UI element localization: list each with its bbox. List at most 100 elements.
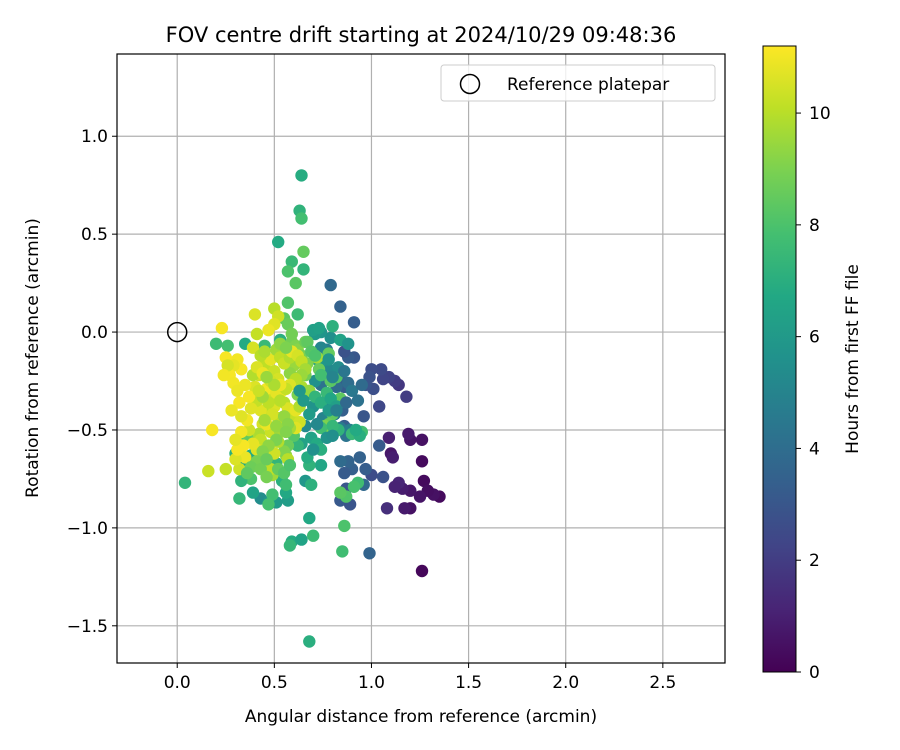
colorbar-gradient bbox=[762, 45, 797, 673]
colorbar-tick-label: 10 bbox=[809, 104, 831, 124]
data-point bbox=[268, 378, 281, 392]
data-point bbox=[338, 519, 351, 533]
y-tick-label: 1.0 bbox=[81, 127, 108, 147]
data-point bbox=[281, 265, 295, 278]
data-point bbox=[307, 443, 320, 456]
x-tick-label: 0.0 bbox=[164, 673, 191, 693]
data-point bbox=[217, 368, 230, 382]
data-point bbox=[351, 394, 365, 407]
data-point bbox=[363, 547, 376, 560]
data-point bbox=[248, 308, 262, 321]
data-point bbox=[246, 437, 260, 450]
y-tick-label: −0.5 bbox=[67, 421, 108, 441]
data-point bbox=[359, 462, 372, 476]
data-point bbox=[258, 414, 271, 427]
data-point bbox=[340, 396, 353, 409]
x-tick-label: 2.0 bbox=[552, 673, 579, 693]
data-point bbox=[252, 384, 265, 397]
data-point bbox=[380, 502, 394, 515]
legend-entry-label: Reference platepar bbox=[507, 75, 669, 95]
data-point bbox=[355, 378, 368, 392]
data-point bbox=[338, 365, 351, 378]
data-point bbox=[382, 431, 396, 444]
data-point bbox=[376, 372, 390, 386]
data-point bbox=[272, 235, 285, 249]
data-point bbox=[297, 263, 310, 276]
data-point bbox=[231, 443, 244, 456]
legend: Reference platepar bbox=[440, 64, 716, 102]
data-point bbox=[246, 486, 260, 499]
legend-box bbox=[440, 64, 716, 102]
y-tick-label: 0.5 bbox=[81, 225, 108, 245]
data-point bbox=[202, 464, 215, 478]
data-point bbox=[285, 255, 298, 268]
data-point bbox=[338, 466, 351, 480]
data-point bbox=[279, 341, 293, 354]
x-axis-ticks: 0.0 0.5 1.0 1.5 2.0 2.5 bbox=[164, 663, 676, 693]
data-point bbox=[386, 451, 399, 464]
data-point bbox=[291, 439, 304, 452]
data-point bbox=[293, 384, 306, 397]
x-tick-label: 0.5 bbox=[261, 673, 288, 693]
x-tick-label: 2.5 bbox=[649, 673, 676, 693]
data-point bbox=[326, 429, 339, 442]
data-point bbox=[400, 390, 413, 403]
data-point bbox=[178, 476, 192, 489]
data-point bbox=[373, 439, 386, 452]
data-point bbox=[242, 390, 256, 403]
data-point bbox=[303, 511, 316, 525]
data-point bbox=[326, 370, 339, 384]
colorbar-tick-label: 2 bbox=[809, 551, 820, 571]
data-point bbox=[229, 433, 242, 446]
data-point bbox=[209, 337, 223, 350]
colorbar: 0 2 4 6 8 10 Hours from first FF file bbox=[762, 45, 863, 683]
colorbar-tick-label: 6 bbox=[809, 328, 820, 348]
data-point bbox=[295, 533, 308, 546]
data-point bbox=[233, 492, 246, 505]
data-point bbox=[285, 327, 298, 341]
plot-frame bbox=[116, 53, 726, 664]
data-point bbox=[283, 539, 297, 552]
data-point bbox=[326, 320, 339, 333]
data-point bbox=[336, 545, 349, 558]
data-point bbox=[274, 394, 287, 407]
x-tick-label: 1.0 bbox=[358, 673, 385, 693]
data-point bbox=[239, 451, 252, 464]
data-point bbox=[357, 410, 370, 423]
data-point bbox=[215, 321, 229, 335]
data-point bbox=[231, 384, 244, 397]
data-point bbox=[295, 212, 308, 225]
data-point bbox=[312, 321, 326, 335]
y-tick-label: 0.0 bbox=[81, 323, 108, 343]
data-point bbox=[342, 337, 355, 350]
reference-point bbox=[166, 321, 188, 343]
data-point bbox=[289, 276, 302, 290]
data-point bbox=[314, 368, 328, 382]
data-point bbox=[250, 327, 264, 341]
data-point bbox=[347, 316, 361, 329]
data-point bbox=[262, 498, 275, 511]
data-point bbox=[219, 462, 232, 476]
data-point bbox=[398, 502, 411, 515]
data-point bbox=[221, 359, 234, 372]
colorbar-tick-label: 4 bbox=[809, 439, 820, 459]
data-point bbox=[254, 404, 267, 417]
data-point bbox=[388, 480, 401, 493]
data-point bbox=[279, 425, 293, 439]
data-point bbox=[373, 400, 386, 413]
data-point bbox=[334, 300, 347, 313]
data-point bbox=[314, 459, 328, 472]
data-point bbox=[297, 394, 310, 407]
data-point bbox=[240, 466, 254, 480]
data-point bbox=[402, 427, 415, 441]
data-point bbox=[281, 296, 295, 309]
data-point bbox=[301, 335, 314, 349]
data-point bbox=[308, 349, 322, 362]
data-point bbox=[260, 453, 273, 466]
data-point bbox=[307, 529, 320, 542]
data-point bbox=[266, 488, 279, 501]
data-point bbox=[347, 480, 361, 493]
grid bbox=[117, 54, 725, 663]
data-point bbox=[206, 423, 219, 437]
